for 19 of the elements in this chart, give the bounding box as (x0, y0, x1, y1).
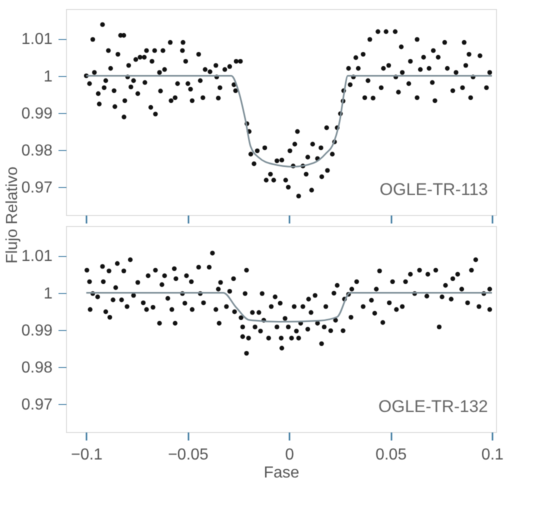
y-tick-label: 1 (44, 68, 53, 86)
y-tick-label: 0.98 (21, 142, 53, 160)
x-tick-label: 0.05 (375, 446, 407, 464)
x-tick-label: 0.1 (481, 446, 504, 464)
x-axis-title: Fase (264, 464, 300, 482)
x-tick-label: −0.05 (168, 446, 209, 464)
y-tick-label: 0.99 (21, 105, 53, 122)
annotation: OGLE-TR-113 (380, 180, 488, 199)
y-tick-label: 0.98 (21, 360, 53, 377)
y-tick-label: 1.01 (21, 248, 53, 266)
y-axis-title: Flujo Relativo (4, 166, 21, 264)
y-tick-label: 0.97 (21, 180, 53, 197)
y-tick-label: 1.01 (21, 31, 53, 48)
x-tick-label: 0 (285, 446, 294, 464)
x-tick-label: −0.1 (70, 446, 103, 464)
annotation: OGLE-TR-132 (378, 397, 488, 416)
y-tick-label: 1 (44, 285, 53, 302)
y-tick-label: 0.97 (21, 396, 53, 414)
y-tick-label: 0.99 (21, 322, 53, 340)
